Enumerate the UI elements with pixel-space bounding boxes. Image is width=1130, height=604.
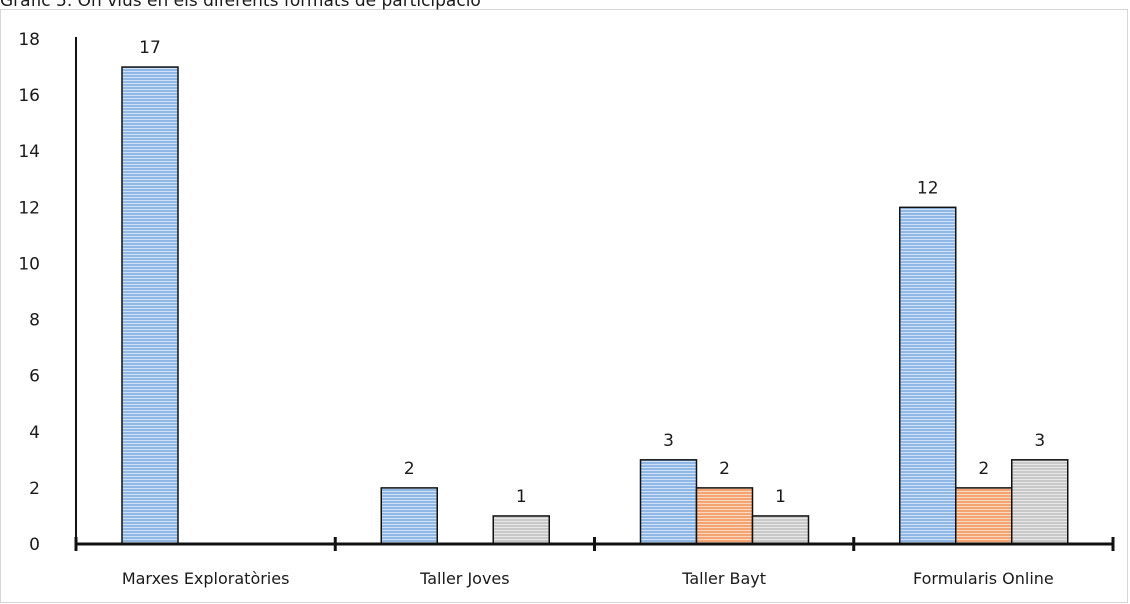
labels-group: 17 Marxes Exploratòries 2 1 Taller Joves 3 2 1 T… — [18, 30, 1053, 588]
bar-series3-2 — [751, 515, 810, 545]
x-tick-label: Taller Joves — [419, 569, 509, 588]
data-label-series1-1: 2 — [404, 459, 415, 479]
data-label-series3-1: 1 — [516, 487, 527, 507]
bar-series1-1 — [380, 487, 438, 545]
y-tick-label: 12 — [18, 198, 40, 218]
x-tick-label: Marxes Exploratòries — [122, 569, 290, 588]
data-label-series2-3: 2 — [978, 459, 989, 479]
axes-group — [74, 37, 1115, 551]
bar-series1-0 — [121, 66, 179, 545]
y-tick-label: 2 — [29, 479, 40, 499]
y-tick-label: 10 — [18, 254, 40, 274]
y-tick-label: 8 — [29, 311, 40, 331]
bar-series1-3 — [899, 206, 957, 545]
bar-series3-3 — [1011, 459, 1069, 545]
bars-group — [121, 66, 1069, 545]
data-label-series1-2: 3 — [663, 431, 674, 451]
bar-series3-1 — [492, 515, 550, 545]
x-tick-label: Formularis Online — [913, 569, 1054, 588]
data-label-series3-3: 3 — [1034, 431, 1045, 451]
y-tick-label: 18 — [18, 30, 40, 50]
x-tick-label: Taller Bayt — [681, 569, 766, 588]
y-tick-label: 4 — [29, 423, 40, 443]
bar-series2-2 — [695, 487, 754, 545]
bar-series1-2 — [639, 459, 698, 545]
data-label-series1-0: 17 — [139, 38, 161, 58]
y-tick-label: 0 — [29, 535, 40, 555]
data-label-series3-2: 1 — [775, 487, 786, 507]
y-tick-label: 14 — [18, 142, 40, 162]
y-tick-label: 6 — [29, 367, 40, 387]
chart-frame — [0, 9, 1128, 603]
data-label-series1-3: 12 — [917, 178, 939, 198]
chart-title: Gràfic 5. On vius en els diferents forma… — [0, 0, 481, 11]
data-label-series2-2: 2 — [719, 459, 730, 479]
y-tick-label: 16 — [18, 86, 40, 106]
bar-series2-3 — [955, 487, 1013, 545]
